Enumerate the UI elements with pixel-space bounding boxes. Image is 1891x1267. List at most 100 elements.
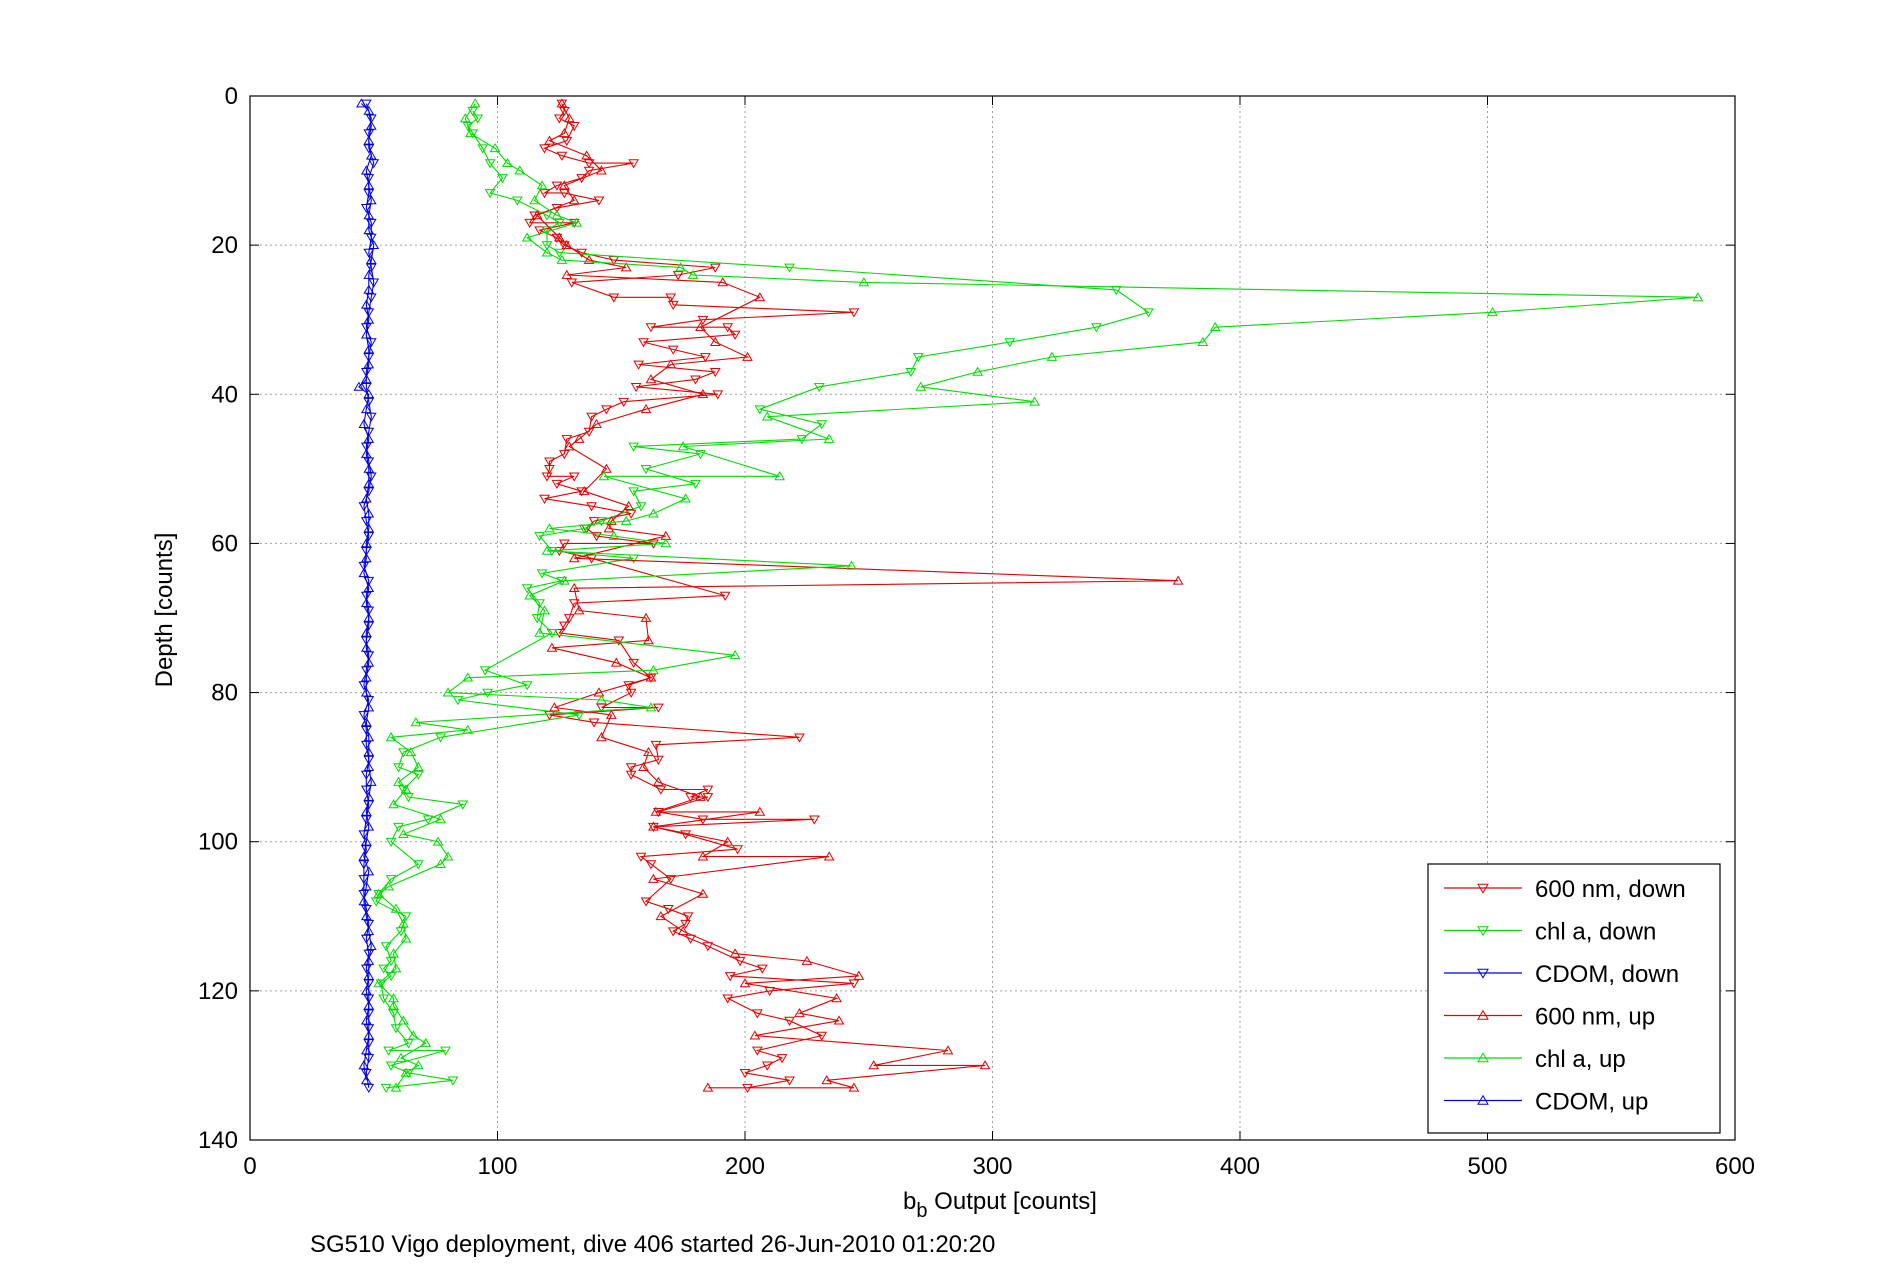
series-5-point-17 xyxy=(363,344,375,354)
series-0-point-47 xyxy=(561,435,573,445)
series-5-point-36 xyxy=(363,612,375,622)
series-0-point-30 xyxy=(848,308,860,318)
series-3-point-20 xyxy=(645,374,657,384)
series-5-point-6 xyxy=(363,180,375,190)
series-1-point-19 xyxy=(912,353,924,363)
series-0-point-44 xyxy=(601,405,612,415)
series-5-point-24 xyxy=(363,433,375,443)
series-0-point-74 xyxy=(625,688,637,698)
x-axis-label-subscript: b xyxy=(916,1200,927,1222)
series-1-point-24 xyxy=(796,435,808,445)
x-axis-label-rest: Output [counts] xyxy=(928,1188,1097,1215)
series-2-point-65 xyxy=(360,1069,372,1079)
series-5-point-25 xyxy=(360,448,372,458)
series-5-point-52 xyxy=(358,851,370,861)
series-5-point-21 xyxy=(363,389,375,399)
series-0-point-53 xyxy=(551,479,563,490)
series-0-point-27 xyxy=(608,293,620,303)
series-4-point-11 xyxy=(541,247,553,257)
series-0-point-41 xyxy=(630,382,642,393)
series-3-point-69 xyxy=(979,1060,991,1070)
legend-marker-2 xyxy=(1477,968,1489,979)
series-4-point-48 xyxy=(462,724,474,734)
series-4-point-56 xyxy=(398,828,409,839)
series-5-point-15 xyxy=(363,314,375,324)
series-5-point-27 xyxy=(363,478,375,488)
legend-label-5: CDOM, up xyxy=(1535,1089,1648,1116)
series-4-point-7 xyxy=(529,195,540,205)
series-5-point-65 xyxy=(360,1045,372,1055)
series-5-point-44 xyxy=(363,732,375,742)
legend-label-4: chl a, up xyxy=(1535,1046,1626,1073)
legend-label-3: 600 nm, up xyxy=(1535,1004,1655,1031)
series-0-point-110 xyxy=(752,1009,763,1019)
series-4-point-8 xyxy=(551,210,563,220)
series-1-point-57 xyxy=(412,860,424,870)
series-2-point-47 xyxy=(363,800,375,810)
series-2-point-53 xyxy=(358,890,370,900)
series-0-point-112 xyxy=(816,1031,828,1041)
series-4-point-73 xyxy=(395,1052,407,1062)
series-4-point-28 xyxy=(598,471,610,481)
series-4-point-26 xyxy=(677,441,689,451)
series-0-point-43 xyxy=(618,397,630,408)
series-0-point-23 xyxy=(608,256,620,266)
series-line-2 xyxy=(363,103,375,1088)
series-5-point-12 xyxy=(363,269,375,279)
series-5-point-61 xyxy=(360,985,372,995)
series-1-point-72 xyxy=(383,1046,394,1056)
series-2-point-40 xyxy=(363,696,375,706)
series-0-point-109 xyxy=(722,994,734,1004)
x-tick-label-300: 300 xyxy=(972,1153,1012,1180)
series-3-point-52 xyxy=(722,836,734,846)
series-5-point-66 xyxy=(358,1060,370,1070)
x-tick-label-500: 500 xyxy=(1467,1153,1507,1180)
series-5-point-4 xyxy=(365,150,377,160)
x-axis-label-main: b xyxy=(903,1188,916,1215)
series-2-point-4 xyxy=(368,159,380,169)
series-5-point-2 xyxy=(365,120,377,130)
series-3-point-24 xyxy=(573,433,585,443)
series-5-point-47 xyxy=(365,776,377,786)
series-4-point-1 xyxy=(459,113,471,123)
series-2-point-63 xyxy=(363,1039,375,1049)
series-3-point-2 xyxy=(558,128,570,138)
series-2-point-34 xyxy=(363,606,375,616)
series-0-point-29 xyxy=(667,300,679,311)
series-3-point-17 xyxy=(709,336,721,346)
series-4-point-38 xyxy=(524,590,536,600)
series-2-point-21 xyxy=(365,412,377,422)
series-1-point-27 xyxy=(640,464,652,475)
y-axis-label: Depth [counts] xyxy=(151,533,178,688)
series-0-point-92 xyxy=(680,830,691,840)
series-4-point-51 xyxy=(412,761,424,772)
series-3-point-21 xyxy=(697,389,709,399)
series-3-point-39 xyxy=(610,657,622,667)
series-2-point-45 xyxy=(360,770,372,780)
y-tick-label-20: 20 xyxy=(211,232,238,259)
series-5-point-45 xyxy=(363,746,375,757)
series-3-point-4 xyxy=(581,150,592,160)
series-4-point-66 xyxy=(390,963,402,973)
series-2-point-54 xyxy=(360,904,372,915)
series-0-point-94 xyxy=(635,852,647,862)
series-1-point-28 xyxy=(690,479,701,490)
series-0-point-51 xyxy=(541,472,553,482)
series-0-point-75 xyxy=(596,703,607,713)
series-5-point-3 xyxy=(363,135,375,145)
series-5-point-42 xyxy=(363,702,375,712)
series-5-point-64 xyxy=(363,1030,375,1040)
series-3-point-50 xyxy=(754,806,766,816)
series-0-point-7 xyxy=(583,159,595,169)
x-tick-label-0: 0 xyxy=(243,1153,256,1180)
series-5-point-39 xyxy=(363,657,375,667)
series-2-point-5 xyxy=(363,174,375,184)
series-line-4 xyxy=(377,103,1698,1089)
series-1-point-31 xyxy=(596,517,607,527)
series-4-point-41 xyxy=(729,650,741,660)
series-4-point-61 xyxy=(373,888,385,898)
series-0-point-4 xyxy=(561,136,573,147)
series-3-point-70 xyxy=(821,1075,833,1085)
series-2-point-23 xyxy=(360,442,372,452)
